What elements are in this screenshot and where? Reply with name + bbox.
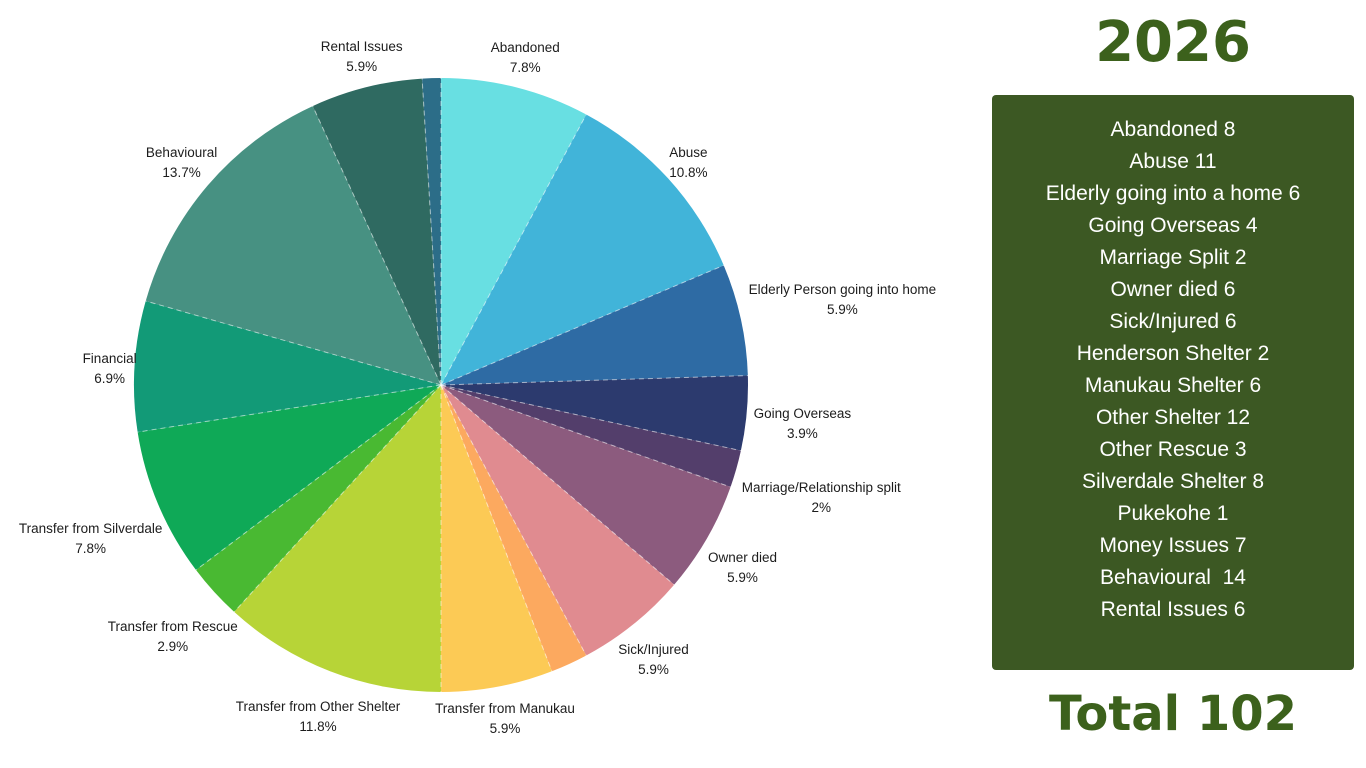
pie-label-name: Transfer from Rescue bbox=[107, 619, 238, 635]
pie-label-percent: 10.8% bbox=[669, 164, 708, 180]
pie-label-transfer-from-other-shelter: Transfer from Other Shelter 11.8% bbox=[236, 697, 401, 737]
year-title: 2026 bbox=[1095, 10, 1251, 75]
slice-boundary-line bbox=[233, 384, 442, 613]
pie-label-name: Rental Issues bbox=[320, 38, 403, 54]
pie-label-name: Going Overseas bbox=[753, 405, 852, 421]
pie-slice-transfer-from-rescue bbox=[196, 385, 441, 612]
slice-boundary-line bbox=[440, 375, 748, 386]
pie-label-percent: 2% bbox=[811, 499, 832, 515]
pie-slice-abuse bbox=[441, 114, 724, 385]
summary-item: Other Shelter 12 bbox=[1095, 406, 1251, 429]
summary-item: Pukekohe 1 bbox=[1117, 502, 1229, 525]
summary-item: Abandoned 8 bbox=[1110, 118, 1236, 141]
pie-slice-marriage-relationship-split bbox=[441, 385, 741, 488]
pie-label-going-overseas: Going Overseas 3.9% bbox=[754, 404, 852, 444]
pie-slice-behavioural bbox=[145, 106, 441, 385]
summary-item: Silverdale Shelter 8 bbox=[1081, 470, 1265, 493]
slice-boundary-line bbox=[421, 78, 442, 386]
pie-label-name: Transfer from Silverdale bbox=[18, 521, 163, 537]
summary-item: Abuse 11 bbox=[1129, 150, 1217, 173]
summary-item: Sick/Injured 6 bbox=[1109, 310, 1237, 333]
summary-panel: Abandoned 8 Abuse 11 Elderly going into a … bbox=[992, 95, 1354, 670]
pie-label-name: Transfer from Manukau bbox=[435, 700, 575, 716]
slice-boundary-line bbox=[440, 384, 553, 672]
pie-label-transfer-from-rescue: Transfer from Rescue 2.9% bbox=[108, 617, 238, 657]
pie-slice-abandoned bbox=[441, 78, 587, 385]
pie-label-percent: 2.9% bbox=[157, 639, 189, 655]
slice-boundary-line bbox=[440, 384, 587, 656]
pie-label-elderly-person-going-into-home: Elderly Person going into home 5.9% bbox=[749, 280, 937, 320]
pie-slice-owner-died bbox=[441, 385, 731, 585]
slice-boundary-line bbox=[145, 300, 442, 386]
pie-label-percent: 6.9% bbox=[94, 371, 125, 387]
pie-label-percent: 5.9% bbox=[638, 662, 669, 678]
pie-label-name: Sick/Injured bbox=[618, 642, 689, 658]
pie-label-transfer-from-manukau: Transfer from Manukau 5.9% bbox=[435, 699, 575, 739]
summary-item: Behavioural 14 bbox=[1100, 566, 1246, 589]
pie-slice-transfer-from-other-shelter bbox=[234, 385, 441, 692]
summary-item: Elderly going into a home 6 bbox=[1045, 182, 1301, 205]
slice-boundary-line bbox=[440, 384, 741, 452]
summary-item: Other Rescue 3 bbox=[1099, 438, 1247, 461]
pie-label-financial: Financial 6.9% bbox=[83, 349, 137, 389]
pie-label-percent: 5.9% bbox=[727, 569, 758, 585]
pie-label-rental-issues: Rental Issues 5.9% bbox=[321, 37, 403, 77]
pie-label-name: Abandoned bbox=[490, 39, 560, 55]
pie-chart-svg bbox=[133, 77, 748, 692]
slice-boundary-line bbox=[137, 384, 442, 433]
pie-label-marriage-relationship-split: Marriage/Relationship split 2% bbox=[742, 478, 901, 518]
pie-slice-sick-injured bbox=[441, 385, 675, 656]
pie-label-name: Behavioural bbox=[145, 145, 218, 161]
pie-label-percent: 5.9% bbox=[346, 58, 378, 74]
pie-label-behavioural: Behavioural 13.7% bbox=[146, 143, 217, 183]
pie-slice-henderson-shelter bbox=[441, 385, 587, 672]
pie-label-owner-died: Owner died 5.9% bbox=[708, 548, 777, 588]
pie-label-percent: 7.8% bbox=[509, 59, 541, 75]
pie-slice-elderly-person-going-into-home bbox=[441, 265, 748, 385]
pie-label-name: Elderly Person going into home bbox=[748, 282, 937, 298]
slice-boundary-line bbox=[440, 264, 724, 386]
summary-item: Manukau Shelter 6 bbox=[1084, 374, 1262, 397]
pie-slice-going-overseas bbox=[441, 375, 748, 451]
summary-item: Going Overseas 4 bbox=[1088, 214, 1258, 237]
pie-slice-transfer-from-manukau bbox=[441, 385, 552, 692]
slice-boundary-line bbox=[440, 384, 675, 586]
pie-label-percent: 7.8% bbox=[75, 541, 106, 557]
pie-label-abuse: Abuse 10.8% bbox=[669, 143, 707, 183]
summary-item: Marriage Split 2 bbox=[1099, 246, 1247, 269]
pie-label-percent: 13.7% bbox=[162, 165, 201, 181]
summary-item: Rental Issues 6 bbox=[1100, 598, 1246, 621]
pie-label-name: Financial bbox=[82, 351, 137, 367]
pie-slice-rental-issues bbox=[312, 78, 441, 385]
slice-boundary-line bbox=[440, 114, 587, 386]
pie-slice-financial bbox=[133, 300, 442, 433]
pie-label-name: Marriage/Relationship split bbox=[741, 479, 901, 495]
slice-boundary-line bbox=[440, 384, 731, 488]
pie-chart: Abandoned 7.8% Abuse 10.8% Elderly Person go… bbox=[19, 37, 937, 739]
pie-label-percent: 3.9% bbox=[787, 425, 818, 441]
pie-label-transfer-from-silverdale: Transfer from Silverdale 7.8% bbox=[19, 519, 163, 559]
pie-slice-transfer-from-silverdale bbox=[137, 385, 441, 571]
summary-item: Henderson Shelter 2 bbox=[1076, 342, 1270, 365]
total-label: Total 102 bbox=[1048, 686, 1298, 742]
summary-item: Money Issues 7 bbox=[1099, 534, 1247, 557]
pie-label-percent: 11.8% bbox=[299, 719, 337, 735]
slice-boundary-line bbox=[312, 105, 442, 386]
pie-label-name: Owner died bbox=[707, 549, 778, 565]
pie-label-name: Transfer from Other Shelter bbox=[235, 699, 401, 715]
summary-item: Owner died 6 bbox=[1110, 278, 1236, 301]
slice-boundary-line bbox=[195, 384, 442, 571]
pie-label-name: Abuse bbox=[669, 144, 708, 160]
pie-label-percent: 5.9% bbox=[489, 720, 521, 736]
pie-label-abandoned: Abandoned 7.8% bbox=[491, 38, 560, 78]
pie-label-percent: 5.9% bbox=[826, 302, 858, 318]
summary-column: 2026 Abandoned 8 Abuse 11 Elderly going in… bbox=[990, 0, 1356, 768]
pie-label-sick-injured: Sick/Injured 5.9% bbox=[618, 640, 689, 680]
